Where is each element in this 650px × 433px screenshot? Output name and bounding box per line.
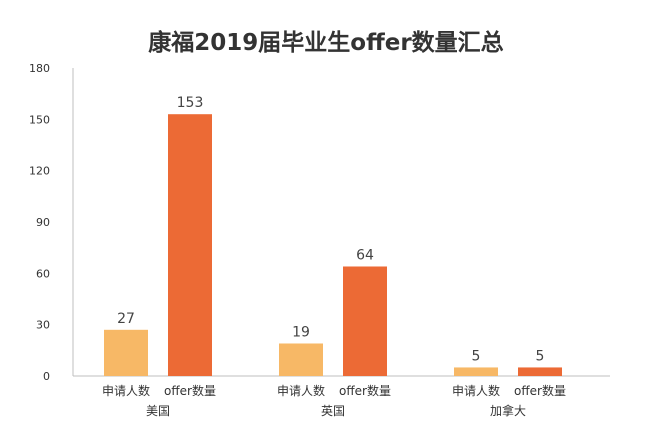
bar [454,367,498,376]
bars [104,114,562,376]
group-label: 英国 [321,404,345,418]
x-tick-label: offer数量 [514,383,566,398]
group-label: 加拿大 [490,403,526,418]
data-label: 5 [472,348,481,364]
data-label: 27 [117,311,135,327]
bar [168,114,212,376]
y-tick-label: 60 [36,267,50,280]
x-tick-label: 申请人数 [277,383,325,398]
x-tick-label: offer数量 [164,383,216,398]
y-tick-label: 120 [29,165,50,178]
y-ticks: 0 30 60 90 120 150 180 [29,62,50,383]
bar [279,343,323,376]
x-tick-label: 申请人数 [452,383,500,398]
x-tick-label: 申请人数 [102,383,150,398]
y-tick-label: 180 [29,62,50,75]
chart-title: 康福2019届毕业生offer数量汇总 [148,29,503,56]
bar [518,367,562,376]
y-tick-label: 90 [36,216,50,229]
bar [104,329,148,376]
bar [343,266,387,376]
y-tick-label: 0 [43,370,50,383]
data-label: 19 [292,324,310,340]
data-label: 153 [177,95,204,111]
data-label: 5 [536,348,545,364]
group-label: 美国 [146,404,170,418]
y-tick-label: 150 [29,113,50,126]
y-tick-label: 30 [36,319,50,332]
data-label: 64 [356,247,374,263]
data-labels: 27 153 19 64 5 5 [117,95,544,364]
x-tick-label: offer数量 [339,383,391,398]
